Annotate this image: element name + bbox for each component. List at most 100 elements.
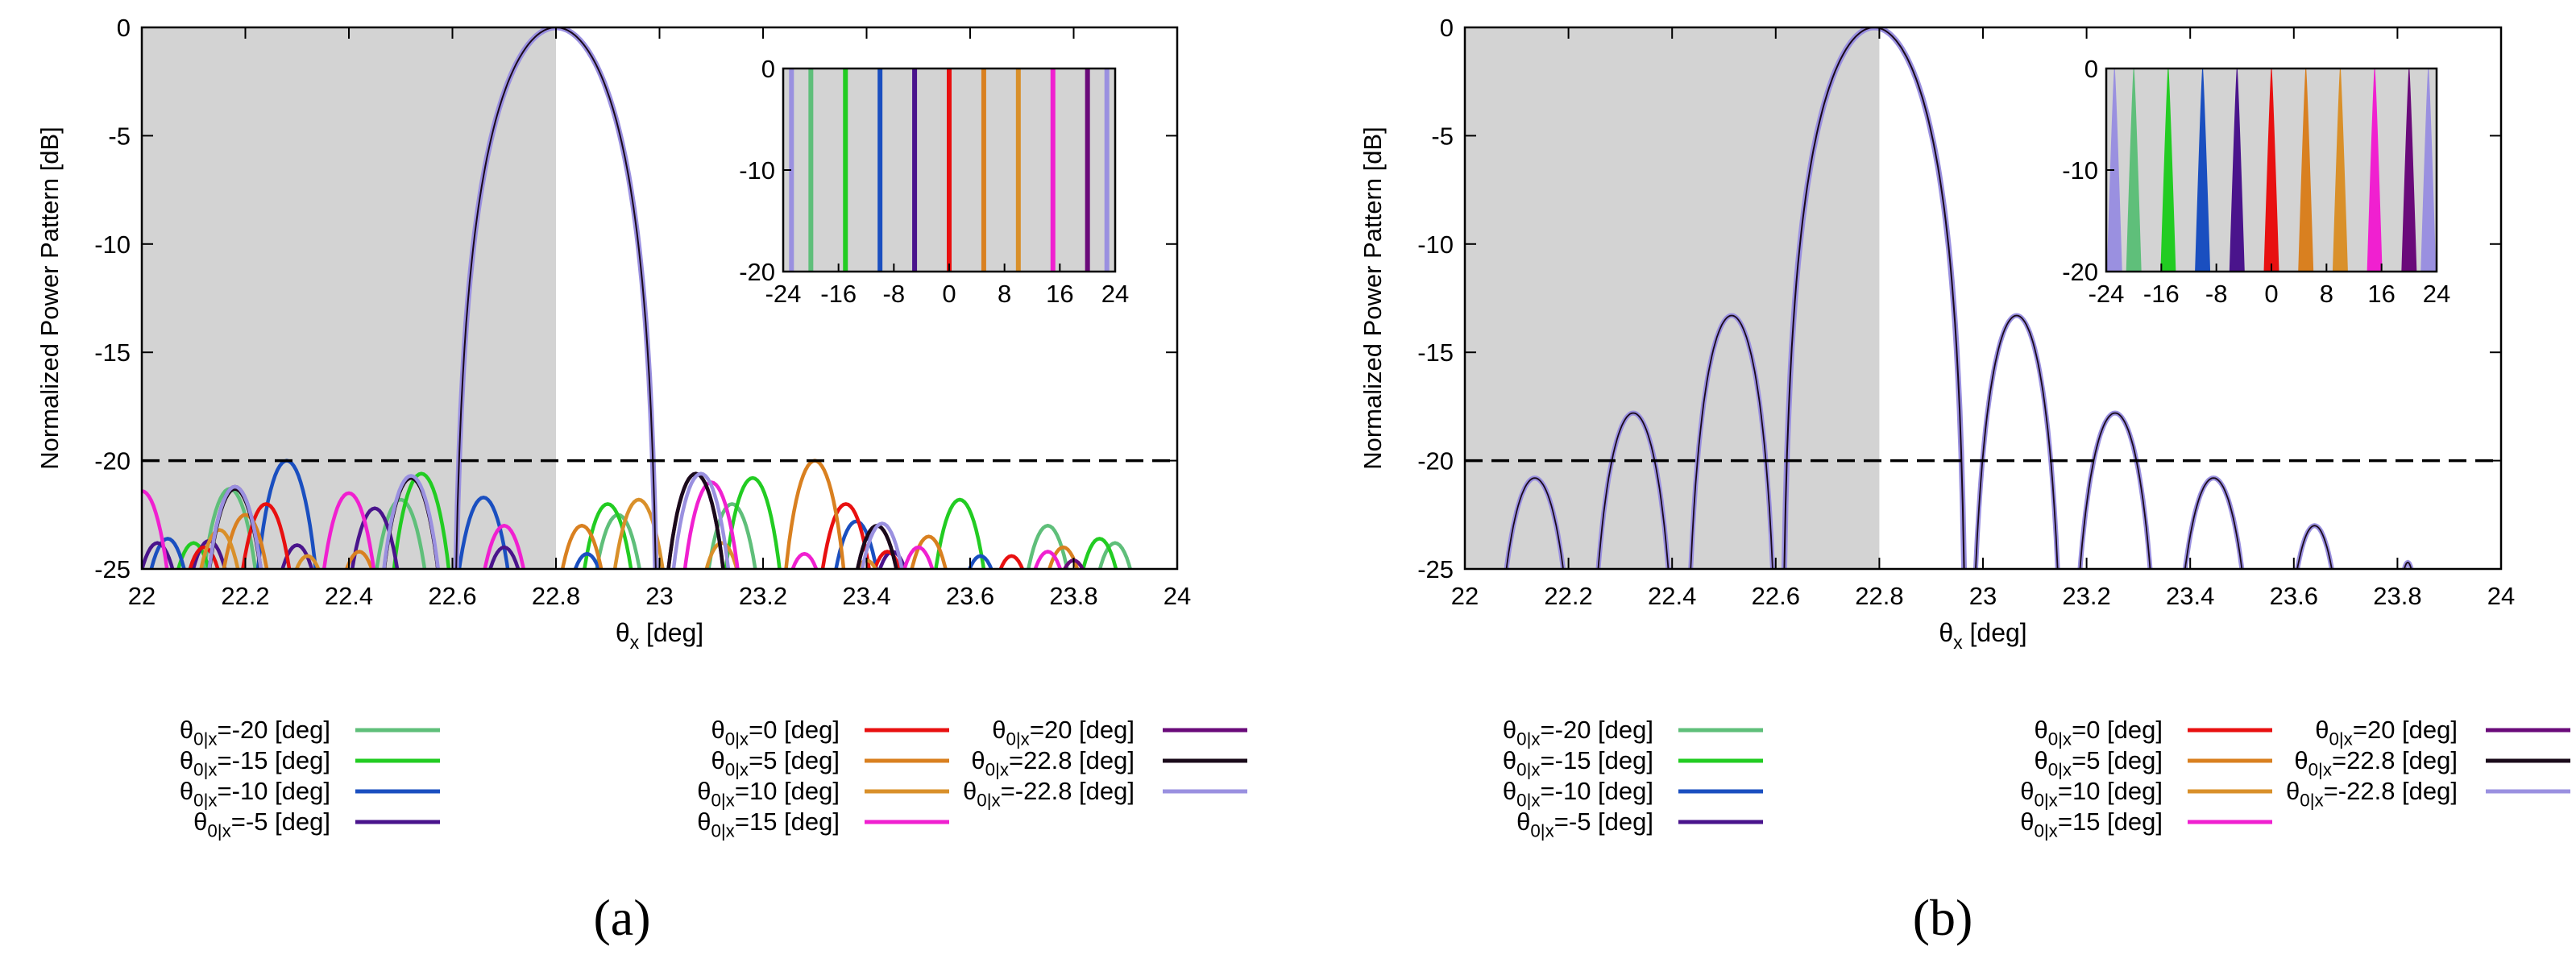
x-tick-label: 23 xyxy=(1969,582,1997,610)
x-tick-label: 24 xyxy=(1164,582,1191,610)
curves xyxy=(1504,27,2414,569)
x-tick-label: 23.6 xyxy=(2270,582,2318,610)
y-tick-label: 0 xyxy=(1440,14,1454,42)
inset-beam xyxy=(843,68,848,272)
sidelobe-point xyxy=(382,475,440,569)
y-tick-label: 0 xyxy=(117,14,131,42)
inset-x-tick-label: -8 xyxy=(2205,280,2228,308)
inset-x-tick-label: 16 xyxy=(2367,280,2395,308)
inset-x-tick-label: 8 xyxy=(998,280,1011,308)
panel-label: (a) xyxy=(593,889,650,946)
x-tick-label: 23 xyxy=(645,582,673,610)
inset-beam xyxy=(877,68,883,272)
sidelobe-point xyxy=(860,521,904,569)
legend-label: θ0|x=-20 [deg] xyxy=(180,716,330,749)
x-tick-label: 23.4 xyxy=(2166,582,2214,610)
legend-label: θ0|x=0 [deg] xyxy=(2034,716,2163,749)
sidelobe-point xyxy=(967,554,993,569)
panel-label: (b) xyxy=(1913,889,1973,946)
legend-label: θ0|x=-10 [deg] xyxy=(1503,777,1653,811)
sidelobe-point xyxy=(483,523,526,569)
legend-item: θ0|x=-20 [deg] xyxy=(1503,716,1763,749)
inset-beam xyxy=(1085,68,1090,272)
lobe-dark xyxy=(1597,412,1670,569)
x-tick-label: 22.4 xyxy=(325,582,373,610)
sidelobe-point xyxy=(382,474,441,569)
legend-item: θ0|x=-5 [deg] xyxy=(1516,807,1763,841)
inset-x-tick-label: -16 xyxy=(2143,280,2180,308)
legend-item: θ0|x=-20 [deg] xyxy=(180,716,440,749)
legend-label: θ0|x=-5 [deg] xyxy=(1516,807,1653,841)
main-lobe-dark xyxy=(455,27,657,569)
legend-item: θ0|x=15 [deg] xyxy=(2020,807,2272,841)
y-tick-label: -25 xyxy=(94,555,131,583)
sidelobe-point xyxy=(350,506,400,569)
lobe-lavender xyxy=(2077,410,2153,569)
sidelobe-point xyxy=(583,502,633,569)
sidelobe-point xyxy=(820,502,871,569)
legend-label: θ0|x=20 [deg] xyxy=(2315,716,2458,749)
sidelobe-point xyxy=(457,495,510,569)
legend-label: θ0|x=-15 [deg] xyxy=(1503,746,1653,780)
legend-label: θ0|x=-22.8 [deg] xyxy=(963,777,1135,811)
inset: -24 -16 -8 0 8 16 24 0 -10 -20 xyxy=(2062,55,2450,308)
sidelobe-point xyxy=(671,471,731,569)
inset-beam xyxy=(947,68,952,272)
inset-x-tick-label: 24 xyxy=(1101,280,1129,308)
sidelobe-point xyxy=(207,484,263,569)
legend-label: θ0|x=0 [deg] xyxy=(711,716,840,749)
legend-item: θ0|x=15 [deg] xyxy=(697,807,949,841)
x-tick-label: 22.6 xyxy=(428,582,476,610)
series-1 xyxy=(176,471,1118,569)
sidelobe-point xyxy=(280,543,314,569)
x-tick-label: 23.6 xyxy=(946,582,994,610)
y-tick-label: -15 xyxy=(94,338,131,367)
x-tick-label: 22 xyxy=(1451,582,1479,610)
series-10 xyxy=(207,471,904,569)
lobe-dark xyxy=(1690,314,1773,569)
lobe-dark xyxy=(2184,477,2243,569)
legend-item: θ0|x=10 [deg] xyxy=(697,777,949,811)
y-tick-label: -5 xyxy=(108,122,131,150)
sidelobe-point xyxy=(873,550,902,569)
inset-y-tick-label: 0 xyxy=(761,55,775,83)
x-tick-label: 23.8 xyxy=(1049,582,1097,610)
inset-x-tick-label: 24 xyxy=(2423,280,2450,308)
sidelobe-point xyxy=(724,475,782,569)
lobe-dark xyxy=(2404,561,2412,569)
y-tick-label: -5 xyxy=(1431,122,1454,150)
legend-item: θ0|x=22.8 [deg] xyxy=(971,746,1247,780)
legend-label: θ0|x=15 [deg] xyxy=(2020,807,2163,841)
inset-y-tick-label: -10 xyxy=(2062,156,2098,185)
x-tick-label: 22.8 xyxy=(532,582,580,610)
sidelobe-point xyxy=(934,497,986,569)
lobe-lavender xyxy=(2182,475,2245,569)
sidelobe-point xyxy=(488,545,521,569)
inset-x-tick-label: -24 xyxy=(765,280,802,308)
legend-item: θ0|x=-10 [deg] xyxy=(180,777,440,811)
x-tick-label: 22.4 xyxy=(1648,582,1696,610)
legend-item: θ0|x=0 [deg] xyxy=(2034,716,2272,749)
lobe-dark xyxy=(1505,477,1564,569)
inset-beam xyxy=(981,68,986,272)
sidelobe-point xyxy=(241,502,292,569)
x-tick-label: 24 xyxy=(2487,582,2515,610)
sidelobe-point xyxy=(321,491,376,569)
sidelobe-point xyxy=(704,541,739,569)
y-tick-label: -25 xyxy=(1417,555,1454,583)
sidelobe-point xyxy=(1097,541,1133,569)
sidelobe-point xyxy=(1081,537,1118,569)
legend-item: θ0|x=-22.8 [deg] xyxy=(2286,777,2570,811)
shaded-region xyxy=(142,27,556,569)
inset-y-tick-label: 0 xyxy=(2084,55,2098,83)
sidelobe-point xyxy=(207,487,263,569)
inset-y-tick-label: -20 xyxy=(2062,258,2098,286)
legend-label: θ0|x=22.8 [deg] xyxy=(2294,746,2458,780)
sidelobe-point xyxy=(142,541,175,569)
chart-panel-b: 22 22.2 22.4 22.6 22.8 23 23.2 23.4 23.6 23.8 240-… xyxy=(1359,14,2570,946)
x-tick-label: 22.2 xyxy=(221,582,269,610)
legend-item: θ0|x=-22.8 [deg] xyxy=(963,777,1247,811)
sidelobe-point xyxy=(707,502,757,569)
legend-label: θ0|x=10 [deg] xyxy=(697,777,840,811)
